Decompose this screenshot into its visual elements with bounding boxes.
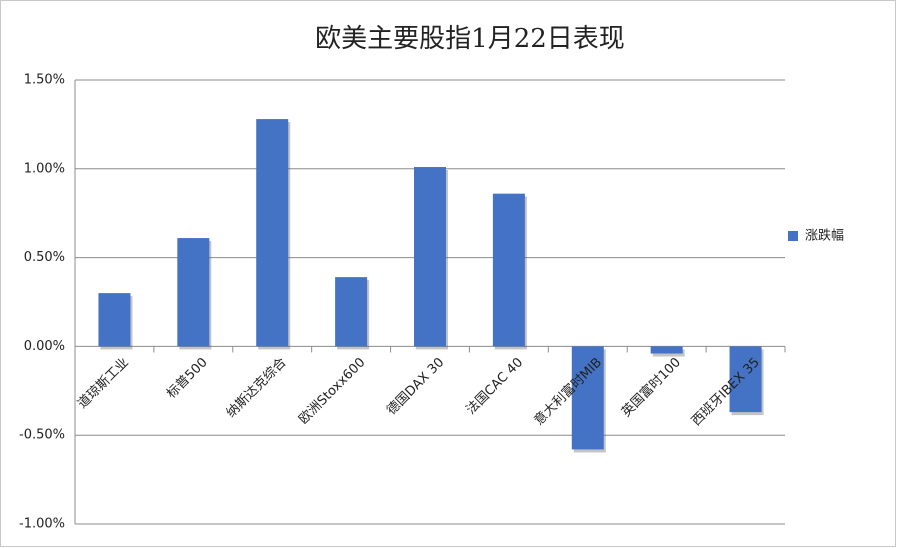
bar (414, 167, 446, 347)
bar (571, 346, 604, 450)
bar (729, 346, 762, 413)
y-tick-label: 0.50% (24, 250, 65, 265)
bar (335, 277, 368, 347)
bar (256, 119, 289, 347)
legend-label: 涨跌幅 (805, 228, 844, 244)
y-tick-label: -1.00% (19, 517, 65, 532)
chart-title: 欧美主要股指1月22日表现 (315, 24, 625, 54)
y-tick-label: 0.00% (24, 339, 65, 354)
y-tick-label: 1.50% (24, 73, 65, 88)
legend-swatch (788, 231, 798, 241)
y-tick-label: -0.50% (19, 428, 65, 443)
y-tick-label: 1.00% (24, 161, 65, 176)
bar (492, 193, 525, 347)
bar (177, 238, 210, 347)
bar (98, 293, 131, 347)
bar (650, 346, 683, 354)
